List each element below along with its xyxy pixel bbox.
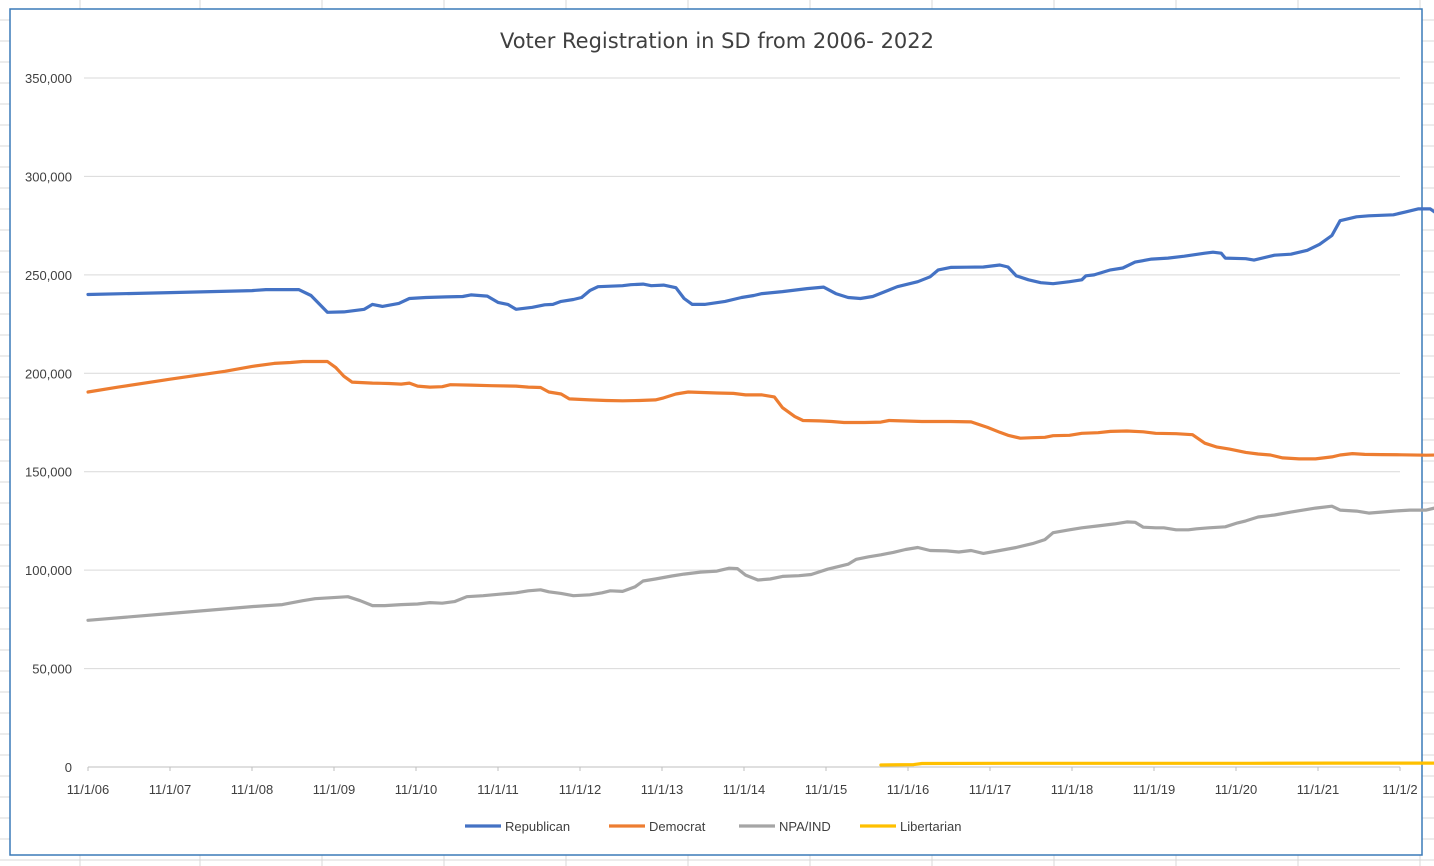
legend-label-democrat: Democrat (649, 819, 706, 834)
y-tick-label-7: 350,000 (25, 71, 72, 86)
chart-title: Voter Registration in SD from 2006- 2022 (500, 29, 934, 53)
x-tick-label-8: 11/1/14 (723, 782, 765, 797)
y-tick-label-3: 150,000 (25, 465, 72, 480)
x-tick-label-7: 11/1/13 (641, 782, 683, 797)
x-tick-label-0: 11/1/06 (67, 782, 109, 797)
x-tick-label-13: 11/1/19 (1133, 782, 1175, 797)
y-tick-label-2: 100,000 (25, 563, 72, 578)
series-line-democrat (86, 359, 1434, 461)
series-line-npa-ind (86, 504, 1434, 622)
legend: Republican Democrat NPA/IND Libertarian (465, 819, 961, 834)
x-tick-label-1: 11/1/07 (149, 782, 191, 797)
y-tick-label-4: 200,000 (25, 366, 72, 381)
series-line-libertarian (879, 761, 1434, 767)
series-lines (86, 207, 1434, 767)
y-tick-label-5: 250,000 (25, 268, 72, 283)
x-tick-label-2: 11/1/08 (231, 782, 273, 797)
y-tick-label-6: 300,000 (25, 169, 72, 184)
x-tick-label-3: 11/1/09 (313, 782, 355, 797)
x-tick-label-10: 11/1/16 (887, 782, 929, 797)
x-tick-label-4: 11/1/10 (395, 782, 437, 797)
x-tick-label-12: 11/1/18 (1051, 782, 1093, 797)
x-tick-label-11: 11/1/17 (969, 782, 1011, 797)
x-tick-label-15: 11/1/21 (1297, 782, 1339, 797)
x-tick-label-16: 11/1/2 (1382, 782, 1417, 797)
series-line-republican (86, 207, 1434, 314)
y-tick-label-0: 0 (65, 760, 72, 775)
y-tick-label-1: 50,000 (32, 662, 72, 677)
legend-label-libertarian: Libertarian (900, 819, 961, 834)
y-gridlines (84, 77, 1400, 670)
chart-area (9, 8, 1423, 856)
legend-label-republican: Republican (505, 819, 570, 834)
x-tick-label-9: 11/1/15 (805, 782, 847, 797)
x-tick-label-14: 11/1/20 (1215, 782, 1257, 797)
legend-label-npa-ind: NPA/IND (779, 819, 831, 834)
y-axis-tick-labels: 0 50,000 100,000 150,000 200,000 250,000 300,0… (25, 71, 72, 775)
x-tick-label-6: 11/1/12 (559, 782, 601, 797)
x-tick-label-5: 11/1/11 (477, 782, 518, 797)
x-axis-tick-labels: 11/1/06 11/1/07 11/1/08 11/1/09 11/1/10 11/1/… (67, 767, 1418, 797)
